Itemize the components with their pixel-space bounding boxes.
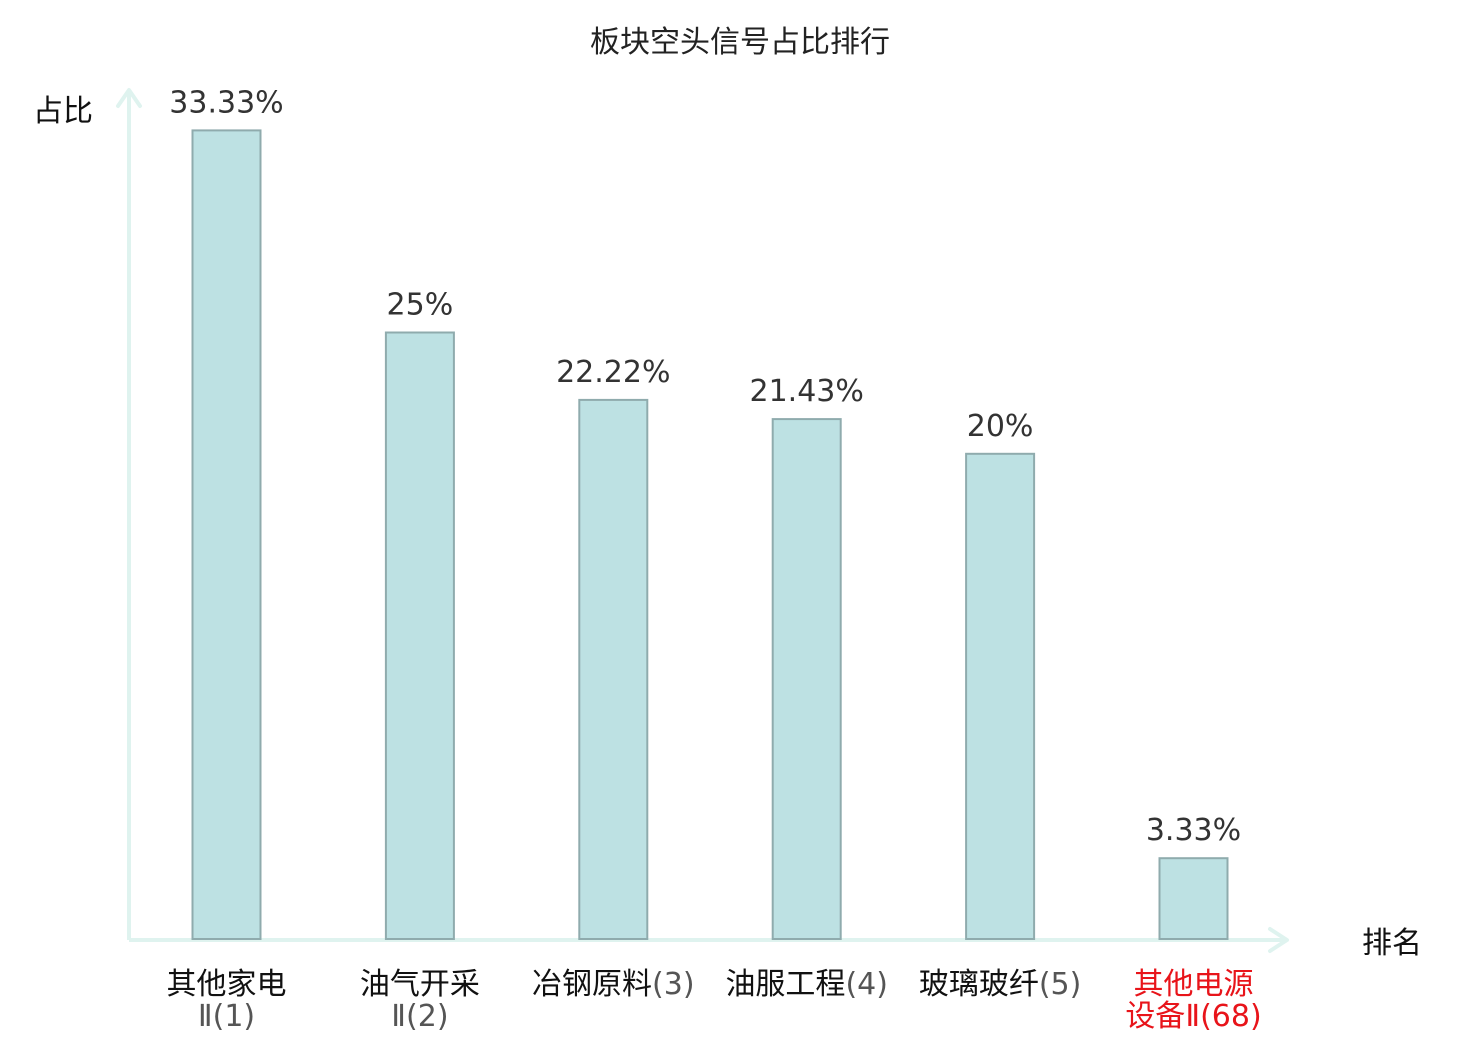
x-tick-label-4: 油服工程(4) xyxy=(725,967,888,1002)
value-label-4: 21.43% xyxy=(750,374,864,409)
y-axis-label: 占比 xyxy=(33,94,93,129)
bars-group xyxy=(191,129,1229,941)
x-tick-label-name: 油气开采 xyxy=(360,967,480,1002)
x-tick-label-rank: Ⅱ(1) xyxy=(198,999,255,1034)
bar-6 xyxy=(1158,857,1229,941)
axes xyxy=(116,88,1289,953)
value-label-6: 3.33% xyxy=(1146,813,1241,848)
x-tick-label-rank: Ⅱ(2) xyxy=(391,999,448,1034)
x-tick-label-name: 冶钢原料(3) xyxy=(532,967,695,1002)
x-tick-label-5: 玻璃玻纤(5) xyxy=(919,967,1082,1002)
bar-4 xyxy=(771,418,842,941)
x-tick-label-name: 其他电源 xyxy=(1134,967,1254,1002)
value-label-2: 25% xyxy=(387,288,454,323)
value-label-3: 22.22% xyxy=(556,355,670,390)
x-tick-label-name: 油服工程(4) xyxy=(725,967,888,1002)
bar-1 xyxy=(191,129,262,940)
y-axis-arrow xyxy=(116,88,142,108)
bar-5 xyxy=(965,452,1036,940)
x-axis-label: 排名 xyxy=(1362,926,1422,961)
x-axis-arrow xyxy=(1268,927,1289,953)
bar-3 xyxy=(578,398,649,940)
x-tick-label-name: 玻璃玻纤(5) xyxy=(919,967,1082,1002)
value-label-1: 33.33% xyxy=(169,85,283,120)
x-tick-label-name: 其他家电 xyxy=(167,967,287,1002)
value-label-5: 20% xyxy=(967,409,1034,444)
bar-2 xyxy=(384,331,455,940)
chart-title: 板块空头信号占比排行 xyxy=(590,25,890,60)
x-tick-label-3: 冶钢原料(3) xyxy=(532,967,695,1002)
value-labels-group: 33.33% 25% 22.22% 21.43% 20% 3.33% xyxy=(169,85,1241,848)
x-tick-label-rank: 设备Ⅱ(68) xyxy=(1125,999,1261,1034)
